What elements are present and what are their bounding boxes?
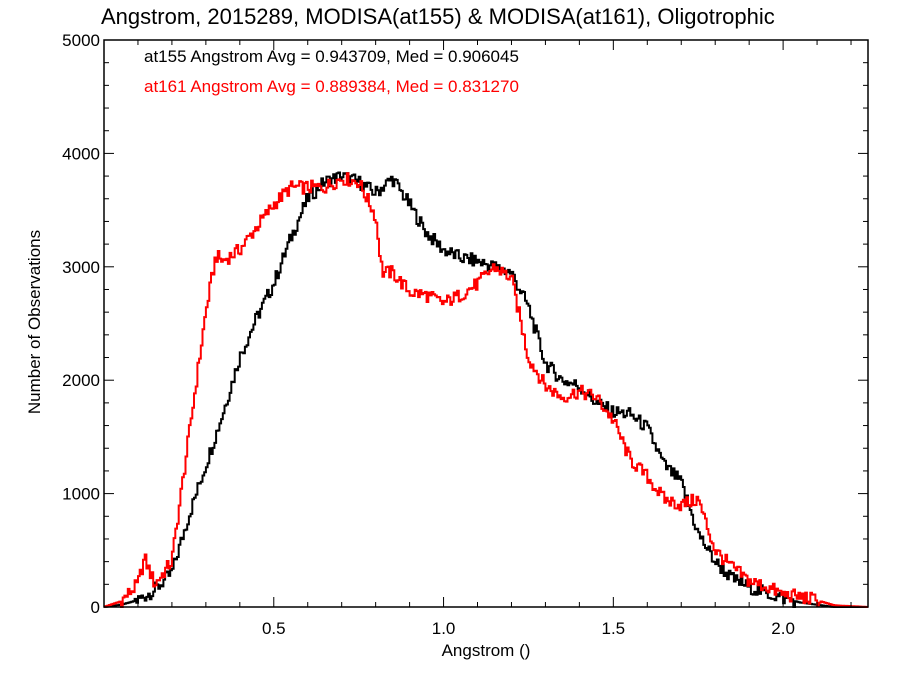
- y-tick-label: 1000: [62, 485, 100, 504]
- annotation-at161: at161 Angstrom Avg = 0.889384, Med = 0.8…: [144, 77, 519, 96]
- x-tick-label: 1.0: [432, 619, 456, 638]
- x-axis-label: Angstrom (): [442, 641, 531, 660]
- y-axis-label: Number of Observations: [25, 230, 44, 414]
- x-tick-label: 1.5: [602, 619, 626, 638]
- y-tick-label: 4000: [62, 144, 100, 163]
- series-line-at155: [104, 171, 868, 608]
- y-tick-label: 2000: [62, 371, 100, 390]
- plot-frame: [103, 39, 869, 608]
- annotation-at155: at155 Angstrom Avg = 0.943709, Med = 0.9…: [144, 47, 519, 66]
- chart-title: Angstrom, 2015289, MODISA(at155) & MODIS…: [101, 4, 775, 29]
- x-tick-label: 2.0: [771, 619, 795, 638]
- y-tick-label: 0: [91, 598, 100, 617]
- y-tick-label: 5000: [62, 31, 100, 50]
- x-tick-label: 0.5: [262, 619, 286, 638]
- series-line-at161: [104, 172, 868, 608]
- y-tick-label: 3000: [62, 258, 100, 277]
